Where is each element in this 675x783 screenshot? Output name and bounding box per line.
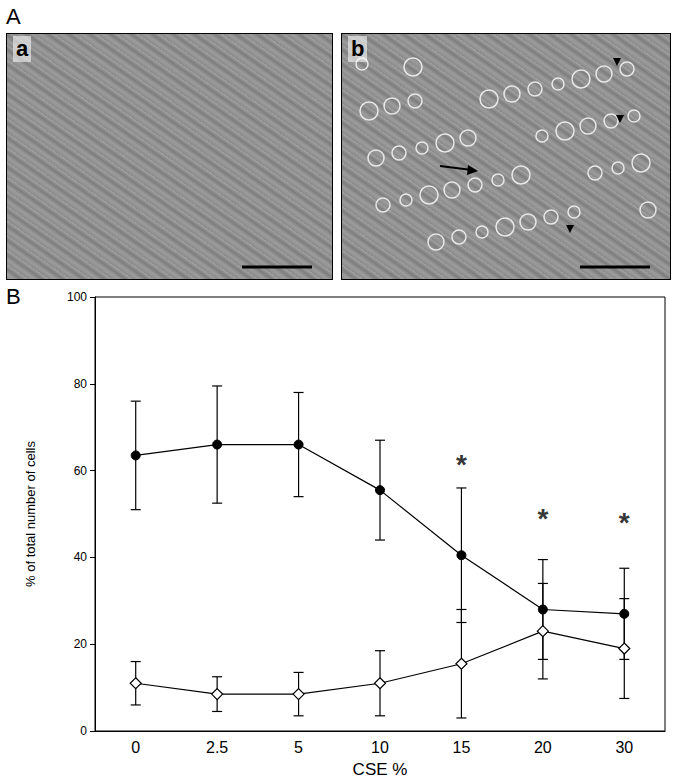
html-text:b: b [351,36,365,61]
svg-text:20: 20 [534,739,552,756]
svg-text:*: * [619,507,630,538]
html-text:A: A [6,4,21,29]
svg-text:100: 100 [67,290,87,304]
svg-text:20: 20 [74,637,88,651]
svg-text:0: 0 [131,739,140,756]
svg-text:CSE %: CSE % [353,760,408,779]
svg-text:*: * [537,503,548,534]
svg-text:40: 40 [74,550,88,564]
svg-text:2.5: 2.5 [206,739,228,756]
svg-text:0: 0 [80,724,87,738]
svg-text:60: 60 [74,464,88,478]
svg-text:80: 80 [74,377,88,391]
svg-text:30: 30 [615,739,633,756]
svg-text:10: 10 [371,739,389,756]
html-text:a: a [16,36,29,61]
html-text:B: B [6,284,21,309]
svg-text:15: 15 [453,739,471,756]
svg-text:5: 5 [294,739,303,756]
svg-text:% of total number of cells: % of total number of cells [23,441,38,587]
svg-text:*: * [456,449,467,480]
